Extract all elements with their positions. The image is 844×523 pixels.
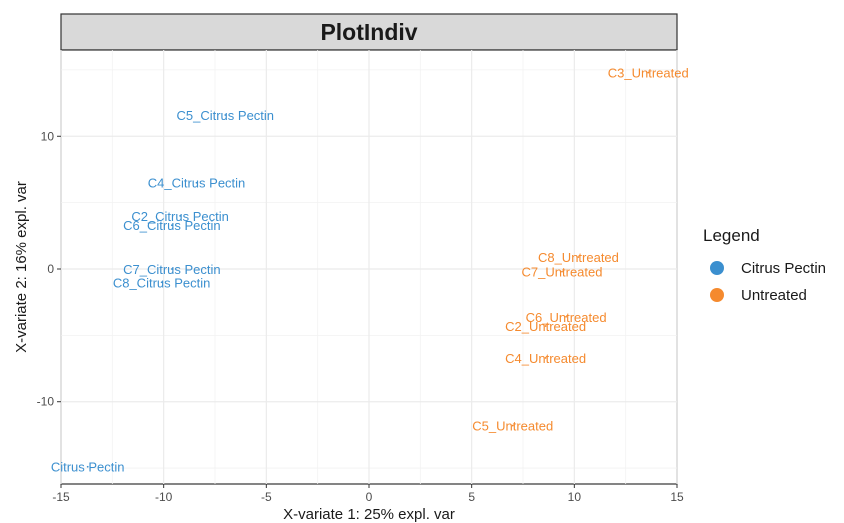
x-tick-label: -10 — [155, 490, 173, 504]
legend-marker-citrus-pectin — [710, 261, 724, 275]
data-point — [544, 325, 547, 327]
chart-title: PlotIndiv — [320, 19, 417, 45]
data-point-label: C6_Untreated — [526, 310, 607, 325]
data-point-label: C5_Untreated — [472, 419, 553, 434]
title-strip — [60, 13, 678, 51]
x-tick-label: -15 — [52, 490, 70, 504]
data-point — [170, 224, 173, 227]
axis-ticks: -15 -10 -5 0 5 10 15 -10 0 10 — [37, 129, 684, 504]
data-point-label: C2_Untreated — [505, 319, 586, 334]
x-tick-label: 0 — [366, 490, 373, 504]
data-point — [224, 114, 227, 116]
legend-label-citrus-pectin: Citrus Pectin — [741, 260, 826, 277]
data-point — [170, 268, 173, 270]
data-point — [561, 270, 563, 273]
legend-title: Legend — [703, 226, 760, 245]
data-point — [544, 357, 547, 359]
y-axis-title: X-variate 2: 16% expl. var — [13, 181, 30, 353]
data-point — [577, 256, 580, 258]
data-point — [160, 281, 163, 284]
legend-marker-untreated — [710, 288, 724, 302]
y-tick-label: 0 — [47, 262, 54, 276]
data-point — [647, 71, 650, 74]
data-point-label: C3_Untreated — [608, 66, 689, 81]
data-point-label: C4_Citrus Pectin — [148, 176, 246, 191]
x-tick-label: 5 — [468, 490, 475, 504]
data-point — [195, 181, 198, 184]
data-point-label: C4_Untreated — [505, 351, 586, 366]
data-point-label: C7_Untreated — [522, 265, 603, 280]
data-point-label: C8_Untreated — [538, 250, 619, 265]
x-tick-label: 10 — [568, 490, 582, 504]
data-point — [565, 315, 568, 318]
data-point-label: C5_Citrus Pectin — [176, 108, 274, 123]
x-tick-label: 15 — [670, 490, 684, 504]
grid-lines — [60, 50, 678, 484]
data-point-label: C8_Citrus Pectin — [113, 275, 211, 290]
legend-label-untreated: Untreated — [741, 287, 807, 304]
data-point-label: C2_Citrus Pectin — [131, 209, 229, 224]
data-point — [86, 465, 89, 468]
x-axis-title: X-variate 1: 25% expl. var — [283, 506, 455, 523]
data-point-label: Citrus Pectin — [51, 460, 125, 475]
data-point-label: C7_Citrus Pectin — [123, 262, 221, 277]
data-points: C5_Citrus Pectin C4_Citrus Pectin C2_Citru… — [51, 66, 689, 475]
y-tick-label: -10 — [37, 395, 55, 409]
y-tick-label: 10 — [41, 129, 55, 143]
data-point-label: C6_Citrus Pectin — [123, 218, 221, 233]
legend: Legend Citrus Pectin Untreated — [703, 226, 826, 304]
data-point — [511, 424, 514, 427]
data-point — [179, 215, 181, 217]
x-tick-label: -5 — [261, 490, 272, 504]
